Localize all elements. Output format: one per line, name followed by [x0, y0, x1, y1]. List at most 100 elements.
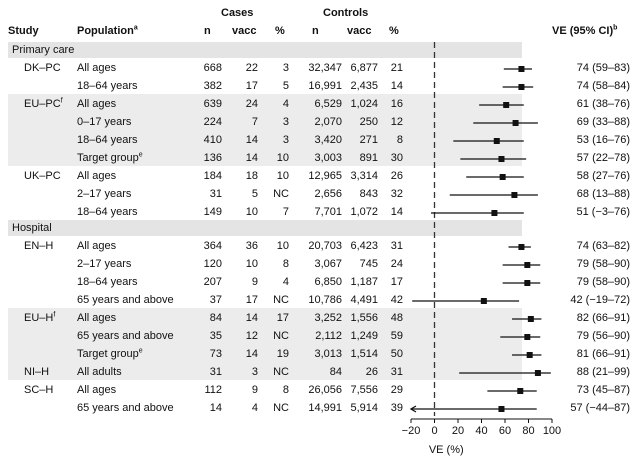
- controls-pct-cell: 29: [390, 384, 403, 396]
- cases-vacc-cell: 14: [245, 312, 258, 324]
- controls-pct-cell: 59: [390, 330, 403, 342]
- cases-pct-cell: 7: [282, 206, 289, 218]
- cases-pct-cell: 3: [282, 62, 289, 74]
- point-estimate: [518, 84, 525, 90]
- ve-ci-label: 57 (22–78): [576, 152, 630, 164]
- cases-vacc-cell: 7: [251, 116, 258, 128]
- point-estimate: [524, 262, 531, 268]
- population-label: 18–64 years: [77, 206, 138, 218]
- x-tick-label: 0: [431, 425, 437, 437]
- study-label: EN–H: [24, 240, 53, 252]
- controls-vacc-cell: 1,514: [350, 348, 378, 360]
- study-name: DK–PC: [24, 62, 61, 74]
- population-header: Populationa: [77, 24, 138, 37]
- x-tick-label: 80: [522, 425, 534, 437]
- controls-n-cell: 6,850: [314, 276, 342, 288]
- population-text: 65 years and above: [77, 402, 174, 414]
- ve-ci-label: 79 (58–90): [576, 258, 630, 270]
- population-text: 65 years and above: [77, 294, 174, 306]
- cases-vacc-cell: 18: [245, 170, 258, 182]
- point-estimate: [534, 370, 541, 376]
- population-label: 65 years and above: [77, 330, 174, 342]
- cases-n-cell: 364: [203, 240, 222, 252]
- controls-n-cell: 2,070: [314, 116, 342, 128]
- cases-n-cell: 73: [209, 348, 222, 360]
- controls-pct-cell: 21: [390, 62, 403, 74]
- cases-pct-cell: NC: [273, 188, 289, 200]
- population-label: Target groupe: [77, 347, 143, 360]
- study-label: SC–H: [24, 384, 53, 396]
- population-text: 65 years and above: [77, 330, 174, 342]
- x-tick-label: 60: [499, 425, 511, 437]
- study-band-eu-pc: [8, 94, 522, 166]
- cases-n-header: n: [204, 25, 211, 37]
- point-estimate: [503, 102, 510, 108]
- cases-vacc-cell: 14: [245, 152, 258, 164]
- population-label: All ages: [77, 384, 116, 396]
- cases-n-cell: 382: [203, 80, 222, 92]
- study-name: NI–H: [24, 366, 50, 378]
- cases-vacc-header: vacc: [232, 25, 257, 37]
- section-band-hospital: [8, 220, 522, 236]
- controls-n-cell: 7,701: [314, 206, 342, 218]
- cases-n-cell: 149: [203, 206, 222, 218]
- controls-pct-cell: 17: [390, 276, 403, 288]
- point-estimate: [518, 244, 525, 250]
- point-estimate: [498, 156, 505, 162]
- population-text: All adults: [77, 366, 122, 378]
- cases-n-cell: 112: [204, 384, 222, 396]
- study-name: UK–PC: [24, 170, 61, 182]
- controls-n-cell: 3,003: [314, 152, 342, 164]
- population-text: 2–17 years: [77, 188, 132, 200]
- controls-vacc-cell: 6,423: [350, 240, 378, 252]
- controls-vacc-cell: 2,435: [350, 80, 378, 92]
- cases-n-cell: 84: [209, 312, 222, 324]
- population-text: All ages: [77, 62, 117, 74]
- cases-n-cell: 207: [203, 276, 222, 288]
- ve-ci-label: 79 (58–90): [576, 276, 630, 288]
- population-sup: e: [138, 151, 143, 159]
- population-text: All ages: [77, 312, 117, 324]
- cases-vacc-cell: 12: [245, 330, 258, 342]
- cases-pct-cell: 19: [276, 348, 289, 360]
- population-text: All ages: [77, 170, 117, 182]
- study-sup: f: [53, 311, 56, 319]
- controls-pct-cell: 14: [390, 206, 403, 218]
- point-estimate: [524, 334, 531, 340]
- cases-vacc-cell: 22: [245, 62, 258, 74]
- controls-vacc-header: vacc: [347, 25, 372, 37]
- controls-header: Controls: [323, 7, 369, 19]
- x-tick-label: 20: [452, 425, 464, 437]
- cases-vacc-cell: 10: [245, 258, 258, 270]
- controls-vacc-cell: 5,914: [350, 402, 378, 414]
- controls-vacc-cell: 3,314: [350, 170, 378, 182]
- controls-pct-cell: 26: [390, 170, 403, 182]
- controls-pct-cell: 24: [390, 258, 403, 270]
- cases-vacc-cell: 9: [251, 384, 258, 396]
- cases-pct-cell: 10: [276, 240, 289, 252]
- ve-ci-label: 42 (−19–72): [570, 294, 630, 306]
- study-name: EU–PC: [24, 98, 61, 110]
- study-name: EU–H: [24, 312, 54, 324]
- controls-vacc-cell: 1,024: [350, 98, 378, 110]
- controls-n-cell: 3,013: [314, 348, 342, 360]
- cases-pct-cell: 10: [276, 152, 289, 164]
- population-text: All ages: [77, 240, 117, 252]
- population-label: 0–17 years: [77, 116, 131, 128]
- controls-n-cell: 3,067: [314, 258, 342, 270]
- population-label: All ages: [77, 170, 116, 182]
- controls-n-cell: 10,786: [308, 294, 342, 306]
- population-label: 18–64 years: [77, 80, 138, 92]
- x-tick-label: 40: [475, 425, 487, 437]
- controls-vacc-cell: 1,556: [350, 312, 378, 324]
- controls-vacc-cell: 250: [359, 116, 378, 128]
- point-estimate: [511, 192, 518, 198]
- study-label: EU–PCf: [24, 97, 63, 110]
- controls-n-cell: 14,991: [308, 402, 342, 414]
- population-text: 2–17 years: [77, 258, 132, 270]
- section-label-hospital: Hospital: [12, 222, 52, 234]
- controls-pct-cell: 50: [390, 348, 403, 360]
- population-text: 18–64 years: [77, 206, 138, 218]
- controls-n-cell: 3,420: [314, 134, 342, 146]
- study-header: Study: [8, 25, 39, 37]
